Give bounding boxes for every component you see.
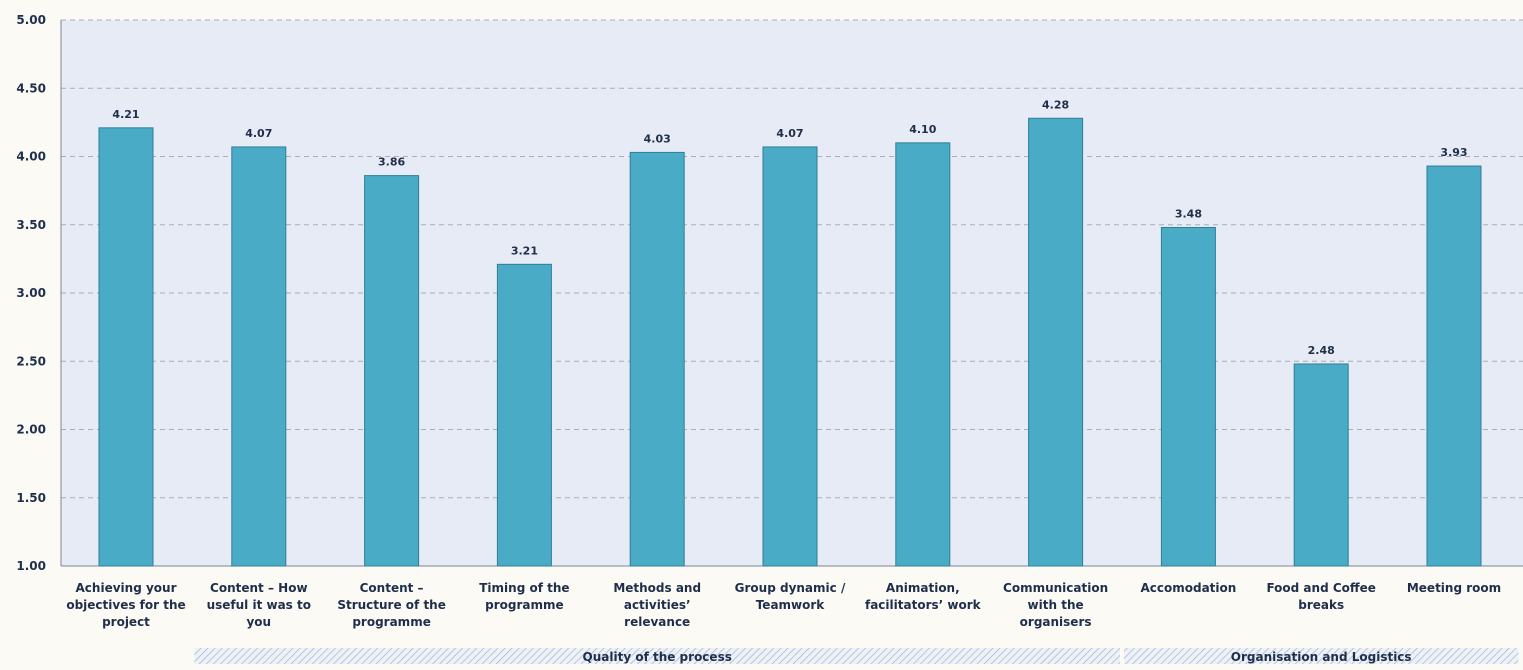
y-tick-label: 5.00 — [16, 13, 46, 27]
data-label: 3.21 — [511, 244, 538, 257]
y-tick-label: 4.50 — [16, 81, 46, 95]
data-label: 3.93 — [1440, 146, 1467, 159]
category-label: Animation, facilitators’ work — [865, 581, 982, 612]
y-tick-label: 4.00 — [16, 150, 46, 164]
data-label: 4.03 — [644, 132, 671, 145]
bar — [1028, 117, 1084, 567]
category-label: Food and Coffee breaks — [1266, 581, 1375, 612]
data-label: 4.28 — [1042, 98, 1069, 111]
group-label: Quality of the process — [583, 650, 732, 664]
data-label: 2.48 — [1308, 344, 1335, 357]
bar — [629, 151, 685, 567]
group-label: Organisation and Logistics — [1231, 650, 1412, 664]
category-label: Achieving your objectives for the project — [66, 581, 185, 629]
y-tick-label: 2.50 — [16, 354, 46, 368]
bar — [231, 146, 287, 567]
data-label: 4.07 — [776, 127, 803, 140]
category-label: Accomodation — [1140, 581, 1236, 595]
group-band — [1124, 648, 1519, 664]
data-label: 3.86 — [378, 156, 405, 169]
category-label: Content – Structure of the programme — [337, 581, 446, 629]
y-tick-label: 3.00 — [16, 286, 46, 300]
bar — [1426, 165, 1482, 567]
category-label: Communication with the organisers — [1003, 581, 1108, 629]
bar — [98, 127, 154, 567]
data-label: 3.48 — [1175, 207, 1202, 220]
y-tick-label: 1.00 — [16, 559, 46, 573]
bar — [762, 146, 818, 567]
bar — [1160, 226, 1216, 567]
category-label: Meeting room — [1407, 581, 1501, 595]
category-label: Content – How useful it was to you — [207, 581, 311, 629]
data-label: 4.10 — [909, 123, 936, 136]
group-band — [194, 648, 1120, 664]
y-tick-label: 3.50 — [16, 218, 46, 232]
category-label: Group dynamic / Teamwork — [735, 581, 846, 612]
data-label: 4.21 — [112, 108, 139, 121]
bar — [1293, 363, 1349, 567]
bar — [895, 142, 951, 567]
bar — [496, 263, 552, 567]
data-label: 4.07 — [245, 127, 272, 140]
y-tick-label: 2.00 — [16, 423, 46, 437]
category-label: Methods and activities’ relevance — [613, 581, 701, 629]
category-label: Timing of the programme — [479, 581, 569, 612]
bar — [364, 175, 420, 567]
y-tick-label: 1.50 — [16, 491, 46, 505]
